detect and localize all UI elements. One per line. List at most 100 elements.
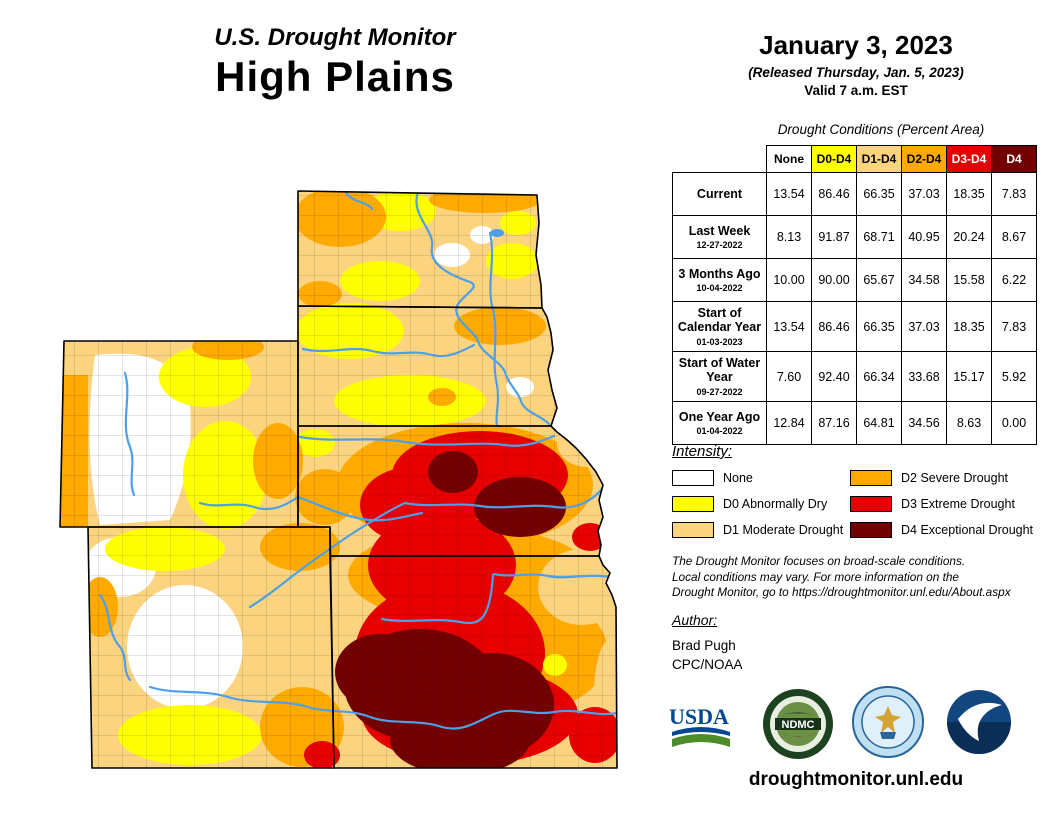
legend-swatch-d1 bbox=[672, 522, 714, 538]
value-cell: 7.60 bbox=[766, 351, 812, 403]
legend-label: D2 Severe Drought bbox=[901, 471, 1009, 485]
legend-item-none: None bbox=[672, 470, 850, 486]
value-cell: 90.00 bbox=[811, 258, 857, 302]
noaa-logo bbox=[946, 689, 1012, 760]
author-org: CPC/NOAA bbox=[672, 656, 743, 672]
value-cell: 33.68 bbox=[901, 351, 947, 403]
table-row-start-of-calendar-year: Start of Calendar Year 01-03-2023 13.54 … bbox=[672, 300, 1037, 353]
value-cell: 37.03 bbox=[901, 300, 947, 353]
ndmc-logo: NDMC bbox=[762, 688, 834, 765]
value-cell: 18.35 bbox=[946, 300, 992, 353]
value-cell: 34.58 bbox=[901, 258, 947, 302]
blank-header-cell bbox=[672, 145, 767, 173]
legend-swatch-d2 bbox=[850, 470, 892, 486]
rivers bbox=[98, 191, 617, 730]
legend-item-d1: D1 Moderate Drought bbox=[672, 522, 850, 538]
value-cell: 0.00 bbox=[991, 401, 1037, 446]
table-title: Drought Conditions (Percent Area) bbox=[777, 122, 985, 137]
value-cell: 66.34 bbox=[856, 351, 902, 403]
value-cell: 8.63 bbox=[946, 401, 992, 446]
value-cell: 12.84 bbox=[766, 401, 812, 446]
value-cell: 40.95 bbox=[901, 215, 947, 259]
site-url: droughtmonitor.unl.edu bbox=[748, 769, 964, 790]
author-name: Brad Pugh bbox=[672, 638, 736, 653]
value-cell: 66.35 bbox=[856, 172, 902, 216]
value-cell: 7.83 bbox=[991, 172, 1037, 216]
table-row-current: Current 13.54 86.46 66.35 37.03 18.35 7.… bbox=[672, 172, 1037, 216]
legend-item-d4: D4 Exceptional Drought bbox=[850, 522, 1038, 538]
col-header-d3: D3-D4 bbox=[946, 145, 992, 173]
table-header-row: None D0-D4 D1-D4 D2-D4 D3-D4 D4 bbox=[672, 145, 1037, 173]
col-header-d1: D1-D4 bbox=[856, 145, 902, 173]
table-row-one-year-ago: One Year Ago 01-04-2022 12.84 87.16 64.8… bbox=[672, 401, 1037, 446]
county-grid bbox=[60, 191, 617, 768]
legend-title: Intensity: bbox=[672, 443, 733, 460]
release-date: (Released Thursday, Jan. 5, 2023) bbox=[748, 65, 964, 80]
author-title: Author: bbox=[672, 612, 718, 628]
title-block: U.S. Drought Monitor High Plains bbox=[118, 24, 552, 101]
logos-row: USDA NDMC bbox=[668, 686, 1014, 764]
region-title: High Plains bbox=[215, 53, 455, 100]
intensity-legend: Intensity: None D0 Abnormally Dry D1 Mod… bbox=[672, 443, 1038, 538]
commerce-seal-logo bbox=[852, 686, 924, 763]
legend-item-d2: D2 Severe Drought bbox=[850, 470, 1038, 486]
row-label: Start of Calendar Year 01-03-2023 bbox=[672, 300, 767, 353]
svg-text:USDA: USDA bbox=[669, 704, 729, 729]
legend-label: D4 Exceptional Drought bbox=[901, 523, 1034, 537]
drought-shading bbox=[60, 191, 617, 768]
value-cell: 34.56 bbox=[901, 401, 947, 446]
legend-label: D0 Abnormally Dry bbox=[723, 497, 828, 511]
value-cell: 15.58 bbox=[946, 258, 992, 302]
date-block: January 3, 2023 (Released Thursday, Jan.… bbox=[700, 30, 1012, 98]
state-borders bbox=[59, 190, 618, 769]
legend-label: D3 Extreme Drought bbox=[901, 497, 1015, 511]
row-label: One Year Ago 01-04-2022 bbox=[672, 401, 767, 446]
value-cell: 86.46 bbox=[811, 300, 857, 353]
value-cell: 8.13 bbox=[766, 215, 812, 259]
value-cell: 13.54 bbox=[766, 300, 812, 353]
legend-swatch-d3 bbox=[850, 496, 892, 512]
legend-item-d3: D3 Extreme Drought bbox=[850, 496, 1038, 512]
value-cell: 10.00 bbox=[766, 258, 812, 302]
table-row-start-of-water-year: Start of Water Year 09-27-2022 7.60 92.4… bbox=[672, 351, 1037, 403]
value-cell: 92.40 bbox=[811, 351, 857, 403]
value-cell: 64.81 bbox=[856, 401, 902, 446]
table-row-last-week: Last Week 12-27-2022 8.13 91.87 68.71 40… bbox=[672, 215, 1037, 259]
row-label: Current bbox=[672, 172, 767, 216]
value-cell: 6.22 bbox=[991, 258, 1037, 302]
legend-label: D1 Moderate Drought bbox=[723, 523, 844, 537]
value-cell: 66.35 bbox=[856, 300, 902, 353]
legend-swatch-d4 bbox=[850, 522, 892, 538]
program-title: U.S. Drought Monitor bbox=[214, 24, 456, 51]
col-header-d0: D0-D4 bbox=[811, 145, 857, 173]
value-cell: 86.46 bbox=[811, 172, 857, 216]
row-label: Last Week 12-27-2022 bbox=[672, 215, 767, 259]
drought-conditions-table: None D0-D4 D1-D4 D2-D4 D3-D4 D4 Current … bbox=[672, 145, 1037, 446]
disclaimer-text: The Drought Monitor focuses on broad-sca… bbox=[672, 554, 1011, 600]
row-label: Start of Water Year 09-27-2022 bbox=[672, 351, 767, 403]
value-cell: 91.87 bbox=[811, 215, 857, 259]
legend-item-d0: D0 Abnormally Dry bbox=[672, 496, 850, 512]
col-header-d4: D4 bbox=[991, 145, 1037, 173]
value-cell: 7.83 bbox=[991, 300, 1037, 353]
legend-swatch-none bbox=[672, 470, 714, 486]
map-date: January 3, 2023 bbox=[759, 30, 953, 60]
legend-label: None bbox=[723, 471, 753, 485]
author-block: Author: Brad Pugh CPC/NOAA bbox=[672, 612, 743, 675]
col-header-none: None bbox=[766, 145, 812, 173]
value-cell: 13.54 bbox=[766, 172, 812, 216]
value-cell: 15.17 bbox=[946, 351, 992, 403]
state-kansas bbox=[329, 555, 618, 769]
value-cell: 18.35 bbox=[946, 172, 992, 216]
drought-map bbox=[50, 175, 650, 780]
value-cell: 20.24 bbox=[946, 215, 992, 259]
value-cell: 37.03 bbox=[901, 172, 947, 216]
row-label: 3 Months Ago 10-04-2022 bbox=[672, 258, 767, 302]
table-row-3-months-ago: 3 Months Ago 10-04-2022 10.00 90.00 65.6… bbox=[672, 258, 1037, 302]
drought-map-svg bbox=[59, 190, 618, 769]
value-cell: 65.67 bbox=[856, 258, 902, 302]
col-header-d2: D2-D4 bbox=[901, 145, 947, 173]
svg-text:NDMC: NDMC bbox=[782, 719, 815, 731]
usda-logo: USDA bbox=[668, 702, 734, 761]
